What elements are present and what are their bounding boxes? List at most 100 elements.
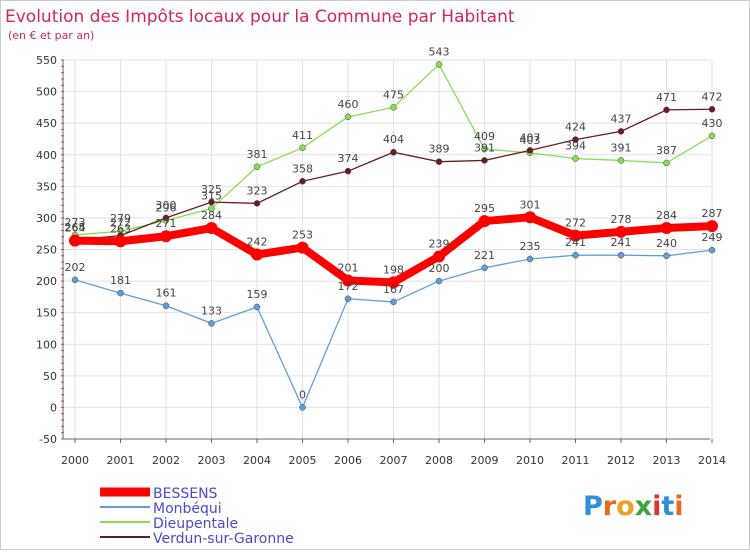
data-label: 279: [110, 212, 131, 225]
data-label: 404: [383, 133, 404, 146]
x-tick-label: 2006: [334, 454, 362, 467]
data-label: 235: [520, 240, 541, 253]
data-label: 0: [299, 388, 306, 401]
x-tick-label: 2012: [607, 454, 635, 467]
data-label: 161: [156, 287, 177, 300]
data-label: 403: [520, 134, 541, 147]
x-tick-label: 2002: [152, 454, 180, 467]
data-label: 315: [201, 189, 222, 202]
x-tick-label: 2007: [380, 454, 408, 467]
data-label: 167: [383, 283, 404, 296]
data-label: 242: [247, 236, 268, 249]
data-label: 387: [656, 144, 677, 157]
data-point: [572, 155, 579, 162]
data-point: [572, 251, 579, 259]
data-label: 472: [702, 90, 723, 103]
data-point: [162, 302, 170, 309]
data-label: 471: [656, 91, 677, 104]
data-label: 296: [156, 201, 177, 214]
data-label: 381: [247, 148, 268, 161]
data-point: [162, 214, 170, 222]
y-tick-label: 0: [50, 401, 57, 414]
data-point: [708, 106, 716, 113]
data-point: [569, 229, 582, 242]
data-label: 198: [383, 263, 404, 276]
data-label: 391: [474, 141, 495, 154]
y-tick-label: 100: [36, 338, 57, 351]
data-point: [663, 106, 670, 114]
legend: BESSENSMonbéquiDieupentaleVerdun-sur-Gar…: [100, 486, 294, 547]
x-tick-label: 2008: [425, 454, 453, 467]
data-point: [572, 136, 579, 143]
data-label: 133: [201, 304, 222, 317]
data-point: [69, 234, 81, 247]
x-tick-label: 2009: [471, 454, 499, 467]
data-point: [342, 274, 354, 287]
x-tick-label: 2000: [61, 454, 89, 467]
data-label: 284: [656, 209, 677, 222]
data-point: [435, 158, 443, 165]
data-label: 202: [65, 261, 86, 274]
data-point: [390, 298, 397, 306]
data-point: [615, 225, 627, 238]
data-point: [387, 276, 400, 289]
x-tick-label: 2013: [653, 454, 681, 467]
data-point: [481, 157, 488, 164]
data-label: 424: [565, 121, 586, 134]
data-label: 411: [292, 129, 313, 142]
data-point: [481, 264, 488, 272]
data-label: 358: [292, 162, 313, 175]
data-point: [344, 167, 352, 175]
legend-label: Verdun-sur-Garonne: [153, 531, 294, 547]
data-point: [114, 235, 127, 248]
data-label: 374: [338, 152, 359, 165]
data-label: 181: [110, 274, 131, 287]
data-point: [617, 251, 625, 259]
data-label: 389: [429, 143, 450, 156]
data-point: [481, 145, 488, 153]
axes: -500501001502002503003504004505005502000…: [36, 54, 726, 467]
data-label: 159: [247, 288, 268, 301]
data-point: [526, 147, 534, 154]
data-point: [299, 178, 306, 185]
data-label: 391: [611, 141, 632, 154]
proxiti-logo: Proxiti: [583, 491, 684, 522]
data-point: [117, 289, 124, 297]
data-label: 239: [429, 237, 450, 250]
data-point: [160, 230, 172, 243]
data-label: 437: [611, 112, 632, 125]
data-point: [208, 198, 215, 206]
data-label: 172: [338, 280, 359, 293]
data-label: 409: [474, 130, 495, 143]
data-label: 475: [383, 88, 404, 101]
data-label: 301: [520, 198, 541, 211]
data-label: 221: [474, 249, 495, 262]
y-tick-label: 350: [36, 180, 57, 193]
data-label: 200: [429, 262, 450, 275]
y-tick-label: 300: [36, 212, 57, 225]
data-label: 272: [110, 217, 131, 230]
data-point: [617, 157, 625, 164]
data-point: [253, 200, 261, 207]
data-point: [660, 222, 673, 235]
data-label: 287: [702, 207, 723, 220]
data-point: [524, 211, 536, 224]
data-label: 460: [338, 98, 359, 111]
y-tick-label: 550: [36, 54, 57, 67]
data-label: 272: [565, 217, 586, 230]
x-tick-label: 2004: [243, 454, 271, 467]
data-point: [433, 250, 445, 263]
x-tick-label: 2010: [516, 454, 544, 467]
x-tick-label: 2003: [198, 454, 226, 467]
data-point: [71, 276, 79, 284]
x-tick-label: 2005: [289, 454, 317, 467]
y-tick-label: 250: [36, 244, 57, 257]
data-label: 201: [338, 261, 359, 274]
data-point: [390, 104, 397, 111]
data-point: [208, 320, 215, 327]
data-point: [253, 303, 261, 311]
chart-subtitle: (en € et par an): [8, 29, 94, 42]
data-label: 241: [611, 236, 632, 249]
series-group: [69, 61, 718, 411]
